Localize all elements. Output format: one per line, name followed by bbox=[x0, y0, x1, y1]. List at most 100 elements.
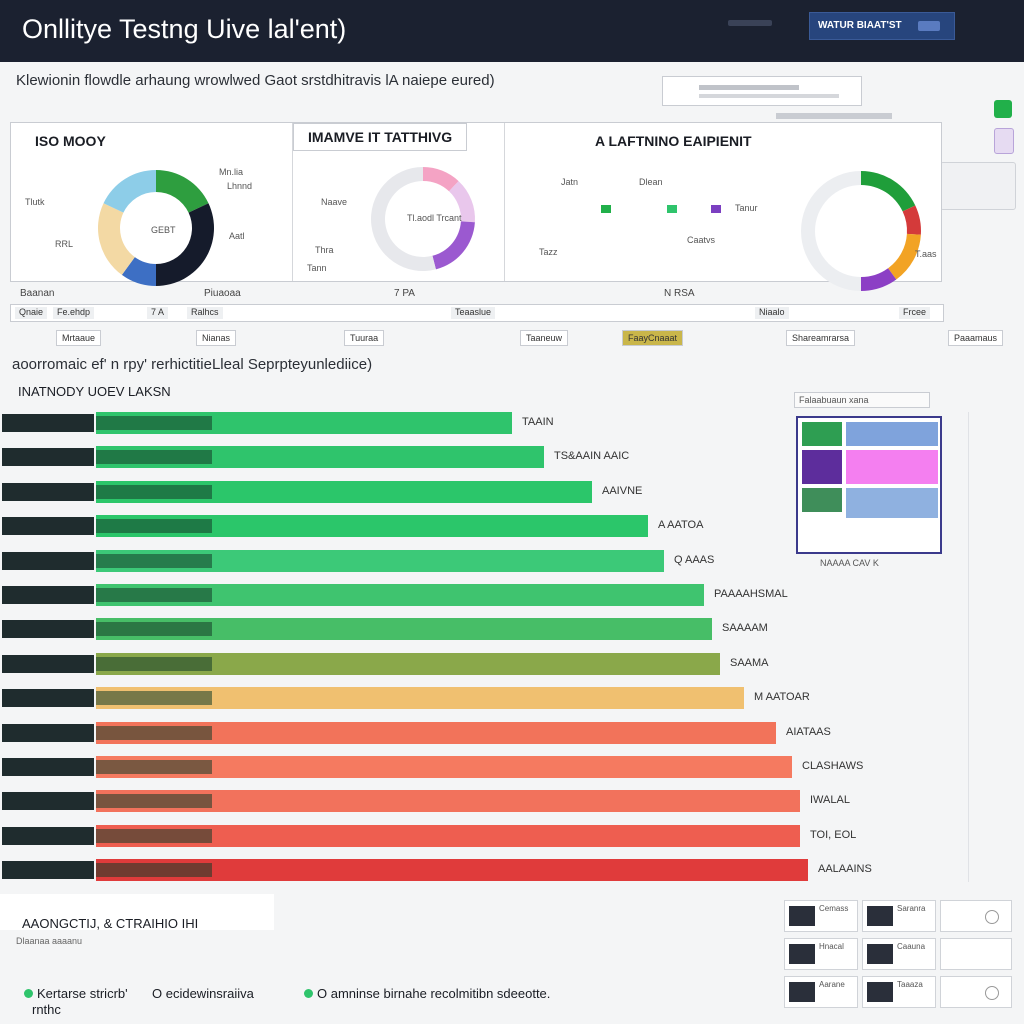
tag-6[interactable]: Shareamrarsa bbox=[786, 330, 856, 346]
filter-line bbox=[776, 113, 892, 119]
donut-slice-2[interactable] bbox=[449, 181, 475, 223]
legend-item-8: Jatn bbox=[561, 177, 579, 187]
chip-3[interactable]: 7 A bbox=[147, 307, 169, 319]
chip-2[interactable]: Fe.ehdp bbox=[53, 307, 95, 319]
row-tag-cell bbox=[96, 450, 212, 465]
chart-card-2: IMAMVE IT TATTHIVG Tl.aodl Trcant Naave … bbox=[293, 123, 505, 281]
row-tag-cell bbox=[96, 519, 212, 534]
thumb-4[interactable]: Caauna bbox=[862, 938, 936, 970]
bar[interactable] bbox=[96, 790, 800, 813]
donut-slice-5[interactable] bbox=[801, 171, 861, 291]
bar-row[interactable]: TS&AAIN AAIC bbox=[0, 446, 960, 469]
strip-label-2: Piuaoaa bbox=[204, 288, 241, 299]
bar[interactable] bbox=[96, 480, 592, 503]
row-id-cell bbox=[2, 517, 94, 536]
legend-item-3: Tlutk bbox=[25, 197, 45, 207]
donut-slice-3[interactable] bbox=[121, 257, 156, 286]
row-id-cell bbox=[2, 620, 94, 639]
row-tag-cell bbox=[96, 691, 212, 706]
app-title: Onllitye Testng Uive lal'ent) bbox=[22, 14, 347, 44]
search-text-line-2 bbox=[699, 94, 839, 98]
bar[interactable] bbox=[96, 584, 704, 606]
header-action-button[interactable]: WATUR BIAAT'ST bbox=[809, 12, 955, 40]
thumb-6[interactable]: Taaaza bbox=[862, 976, 936, 1008]
row-tag-cell bbox=[96, 725, 212, 740]
bar-row[interactable]: IWALAL bbox=[0, 790, 960, 813]
bar[interactable] bbox=[96, 824, 800, 847]
chip-6[interactable]: Niaalo bbox=[755, 307, 789, 319]
donut-slice-4[interactable] bbox=[97, 203, 135, 275]
thumb-5[interactable]: Aarane bbox=[784, 976, 858, 1008]
donut-slice-5[interactable] bbox=[103, 170, 156, 213]
thumb-2[interactable]: Saranra bbox=[862, 900, 936, 932]
tag-4[interactable]: Taaneuw bbox=[520, 330, 569, 346]
thumb-8[interactable] bbox=[940, 938, 1012, 970]
donut-slice-4[interactable] bbox=[861, 268, 897, 291]
thumb-1[interactable]: Cemass bbox=[784, 900, 858, 932]
search-text-line bbox=[699, 85, 799, 90]
bar[interactable] bbox=[96, 618, 712, 641]
chip-5[interactable]: Teaaslue bbox=[451, 307, 496, 319]
row-id-cell bbox=[2, 448, 94, 467]
footer-item-1[interactable]: Kertarse stricrb' bbox=[24, 986, 128, 1001]
circle-icon bbox=[985, 986, 999, 1000]
donut-slice-2[interactable] bbox=[902, 205, 921, 235]
tag-3[interactable]: Tuuraa bbox=[344, 330, 385, 346]
bar-row[interactable]: AIATAAS bbox=[0, 721, 960, 744]
thumb-image-icon bbox=[867, 982, 893, 1002]
bar-row[interactable]: TOI, EOL bbox=[0, 824, 960, 847]
bar-row[interactable]: TAAIN bbox=[0, 412, 960, 434]
bar-row[interactable]: A AATOA bbox=[0, 515, 960, 538]
search-input[interactable] bbox=[662, 76, 862, 106]
tag-7[interactable]: Paaamaus bbox=[948, 330, 1004, 346]
donut-slice-1[interactable] bbox=[861, 171, 916, 212]
thumb-9[interactable] bbox=[940, 976, 1012, 1008]
bar[interactable] bbox=[96, 859, 808, 882]
chip-1[interactable]: Qnaie bbox=[15, 307, 48, 319]
chip-7[interactable]: Frcee bbox=[899, 307, 931, 319]
row-id-cell bbox=[2, 826, 94, 845]
row-tag-cell bbox=[96, 416, 212, 430]
bar-row[interactable]: CLASHAWS bbox=[0, 756, 960, 778]
chart-card-3: A LAFTNINO EAIPIENIT Jatn Dlean Tanur Ta… bbox=[505, 123, 941, 291]
share-icon[interactable] bbox=[994, 100, 1012, 118]
thumb-label: Taaaza bbox=[897, 980, 923, 989]
donut-slice-3[interactable] bbox=[432, 221, 475, 270]
bar[interactable] bbox=[96, 515, 648, 538]
bar[interactable] bbox=[96, 549, 664, 572]
bar-label: SAAAAM bbox=[722, 622, 768, 635]
chip-4[interactable]: Ralhcs bbox=[187, 307, 223, 319]
bar-row[interactable]: PAAAAHSMAL bbox=[0, 584, 960, 606]
thumb-3[interactable]: Hnacal bbox=[784, 938, 858, 970]
heatmap-panel[interactable] bbox=[796, 416, 942, 554]
donut-slice-4[interactable] bbox=[371, 167, 436, 271]
donut-slice-2[interactable] bbox=[156, 203, 214, 286]
bar-row[interactable]: Q AAAS bbox=[0, 549, 960, 572]
row-tag-cell bbox=[96, 863, 212, 878]
horizontal-bar-chart: TAAIN TS&AAIN AAIC AAIVNE A AATOA Q AAAS PAAA… bbox=[0, 412, 970, 882]
footer-item-3[interactable]: O amninse birnahe recolmitibn sdeeotte. bbox=[304, 986, 550, 1001]
donut-slice-1[interactable] bbox=[423, 167, 459, 192]
bar-row[interactable]: SAAAAM bbox=[0, 618, 960, 641]
thumb-7[interactable] bbox=[940, 900, 1012, 932]
preview-thumbnail[interactable] bbox=[940, 162, 1016, 210]
legend-item-5: Naave bbox=[321, 197, 348, 207]
profile-icon[interactable] bbox=[994, 128, 1014, 154]
bar[interactable] bbox=[96, 756, 792, 778]
tag-5[interactable]: FaayCnaaat bbox=[622, 330, 684, 346]
tag-2[interactable]: Nianas bbox=[196, 330, 237, 346]
footer-item-2[interactable]: O ecidewinsraiiva bbox=[152, 986, 254, 1001]
footer-item-label: O amninse birnahe recolmitibn sdeeotte. bbox=[317, 986, 551, 1001]
bar-row[interactable]: SAAMA bbox=[0, 652, 960, 675]
bar[interactable] bbox=[96, 687, 744, 710]
charts-panel: ISO MOOY Mn.lia Lhnnd Tlutk Aatl RRL GEB… bbox=[10, 122, 942, 291]
donut-slice-3[interactable] bbox=[888, 233, 921, 280]
donut-slice-1[interactable] bbox=[156, 170, 209, 213]
bar-row[interactable]: AALAAINS bbox=[0, 859, 960, 882]
tag-1[interactable]: Mrtaaue bbox=[56, 330, 102, 346]
bar[interactable] bbox=[96, 652, 720, 675]
bar-row[interactable]: M AATOAR bbox=[0, 687, 960, 710]
bar-row[interactable]: AAIVNE bbox=[0, 480, 960, 503]
menu-indicator[interactable] bbox=[728, 20, 772, 26]
bar[interactable] bbox=[96, 721, 776, 744]
